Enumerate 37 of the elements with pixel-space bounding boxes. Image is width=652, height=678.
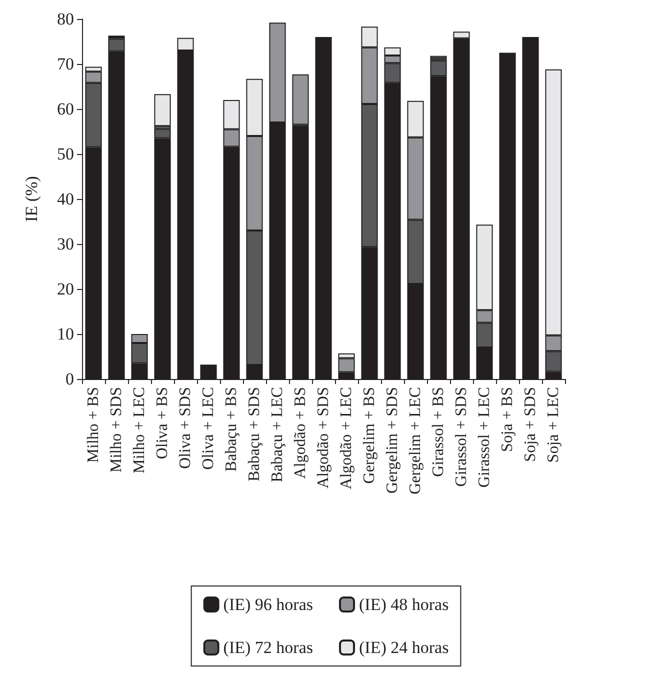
y-tick-label: 60 [57, 100, 74, 118]
y-tick-label: 70 [57, 54, 74, 74]
x-tick-label: Gergelim + LEC [407, 387, 424, 494]
legend-label: (IE) 72 horas [223, 638, 314, 657]
x-tick-label: Babaçu + BS [223, 387, 240, 472]
x-tick-label: Milho + BS [85, 387, 102, 463]
x-tick-label: Milho + LEC [131, 387, 148, 474]
y-tick-label: 40 [57, 190, 74, 208]
x-tick-label: Gergelim + SDS [384, 387, 401, 494]
bar [154, 94, 171, 126]
x-tick-label: Algodão + SDS [315, 387, 332, 488]
y-axis-title: IE (%) [22, 176, 41, 222]
x-tick-label: Algodão + LEC [338, 387, 355, 490]
x-tick-label: Gergelim + BS [361, 387, 378, 484]
y-tick-label: 80 [57, 10, 74, 28]
legend-label: (IE) 24 horas [359, 638, 449, 657]
y-tick-label: 30 [57, 234, 74, 254]
x-tick-label: Babaçu + SDS [246, 387, 263, 482]
y-tick-label: 10 [57, 324, 74, 344]
y-tick-label: 0 [66, 370, 74, 388]
legend-label: (IE) 96 horas [223, 595, 314, 614]
y-tick-label: 50 [57, 144, 74, 164]
x-tick-label: Oliva + LEC [200, 387, 217, 470]
x-tick-label: Algodão + BS [292, 387, 309, 479]
x-tick-label: Babaçu + LEC [269, 387, 286, 482]
x-tick-label: Girassol + LEC [476, 387, 493, 488]
bar [292, 74, 309, 125]
y-tick-label: 20 [57, 280, 74, 298]
x-tick-label: Soja + SDS [522, 387, 539, 462]
x-tick-label: Girassol + SDS [453, 387, 470, 487]
x-tick-label: Oliva + SDS [177, 387, 194, 469]
x-tick-label: Soja + BS [499, 387, 516, 452]
x-tick-label: Milho + SDS [108, 387, 125, 472]
x-tick-label: Oliva + BS [154, 387, 171, 460]
x-tick-label: Girassol + BS [430, 387, 447, 477]
legend-label: (IE) 48 horas [359, 595, 449, 614]
x-tick-label: Soja + LEC [545, 387, 562, 463]
